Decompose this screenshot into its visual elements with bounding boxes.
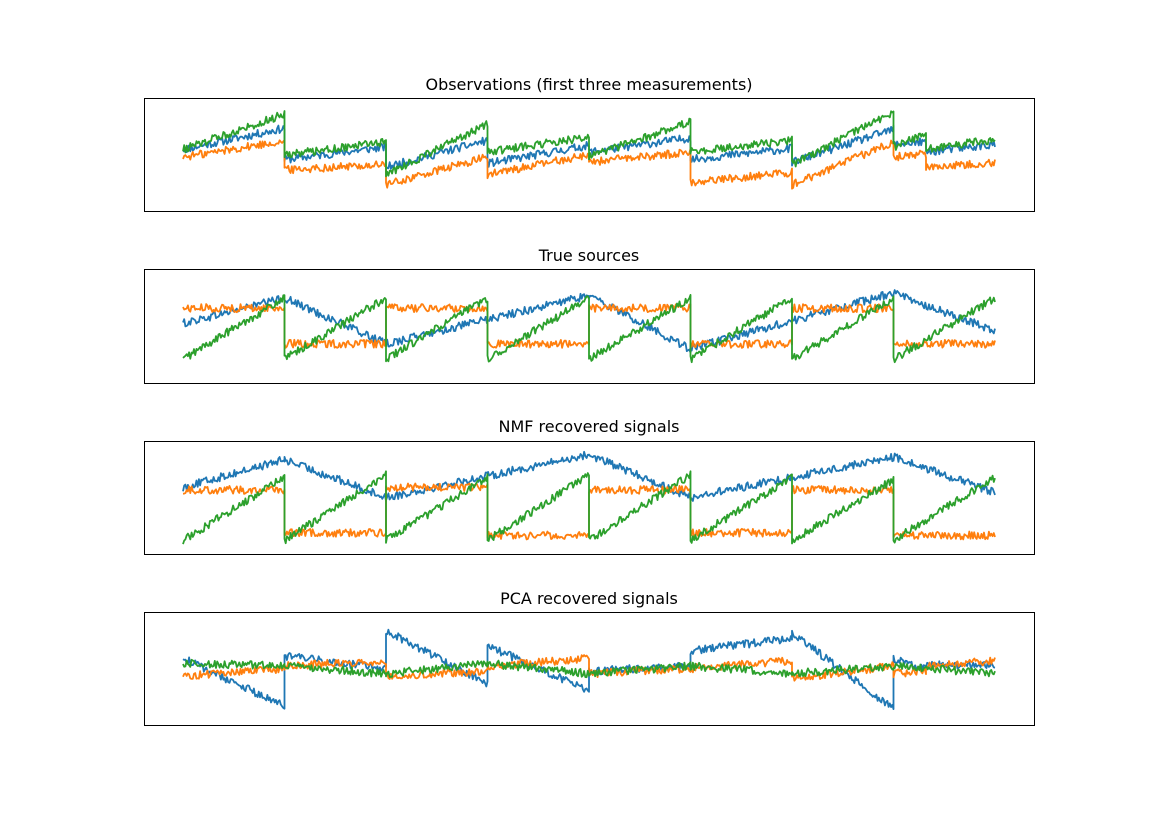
chart-panel-nmf-recovered: NMF recovered signals (144, 417, 1035, 555)
axes-frame (144, 612, 1035, 726)
series-line-3 (182, 293, 996, 364)
series-line-3 (182, 658, 996, 679)
chart-panel-observations: Observations (first three measurements) (144, 75, 1035, 212)
chart-title: True sources (538, 246, 640, 265)
series-line-3 (182, 110, 996, 178)
plot-area (182, 110, 996, 190)
chart-panel-true-sources: True sources (144, 246, 1035, 384)
chart-panel-pca-recovered: PCA recovered signals (144, 589, 1035, 726)
series-line-2 (182, 139, 996, 190)
series-line-1 (182, 450, 996, 502)
axes-frame (144, 269, 1035, 384)
chart-title: PCA recovered signals (500, 589, 678, 608)
plot-area (182, 628, 996, 710)
chart-title: NMF recovered signals (498, 417, 679, 436)
series-line-3 (182, 470, 996, 545)
plot-area (182, 289, 996, 364)
chart-title: Observations (first three measurements) (425, 75, 752, 94)
plot-area (182, 450, 996, 545)
axes-frame (144, 441, 1035, 555)
axes-frame (144, 98, 1035, 212)
